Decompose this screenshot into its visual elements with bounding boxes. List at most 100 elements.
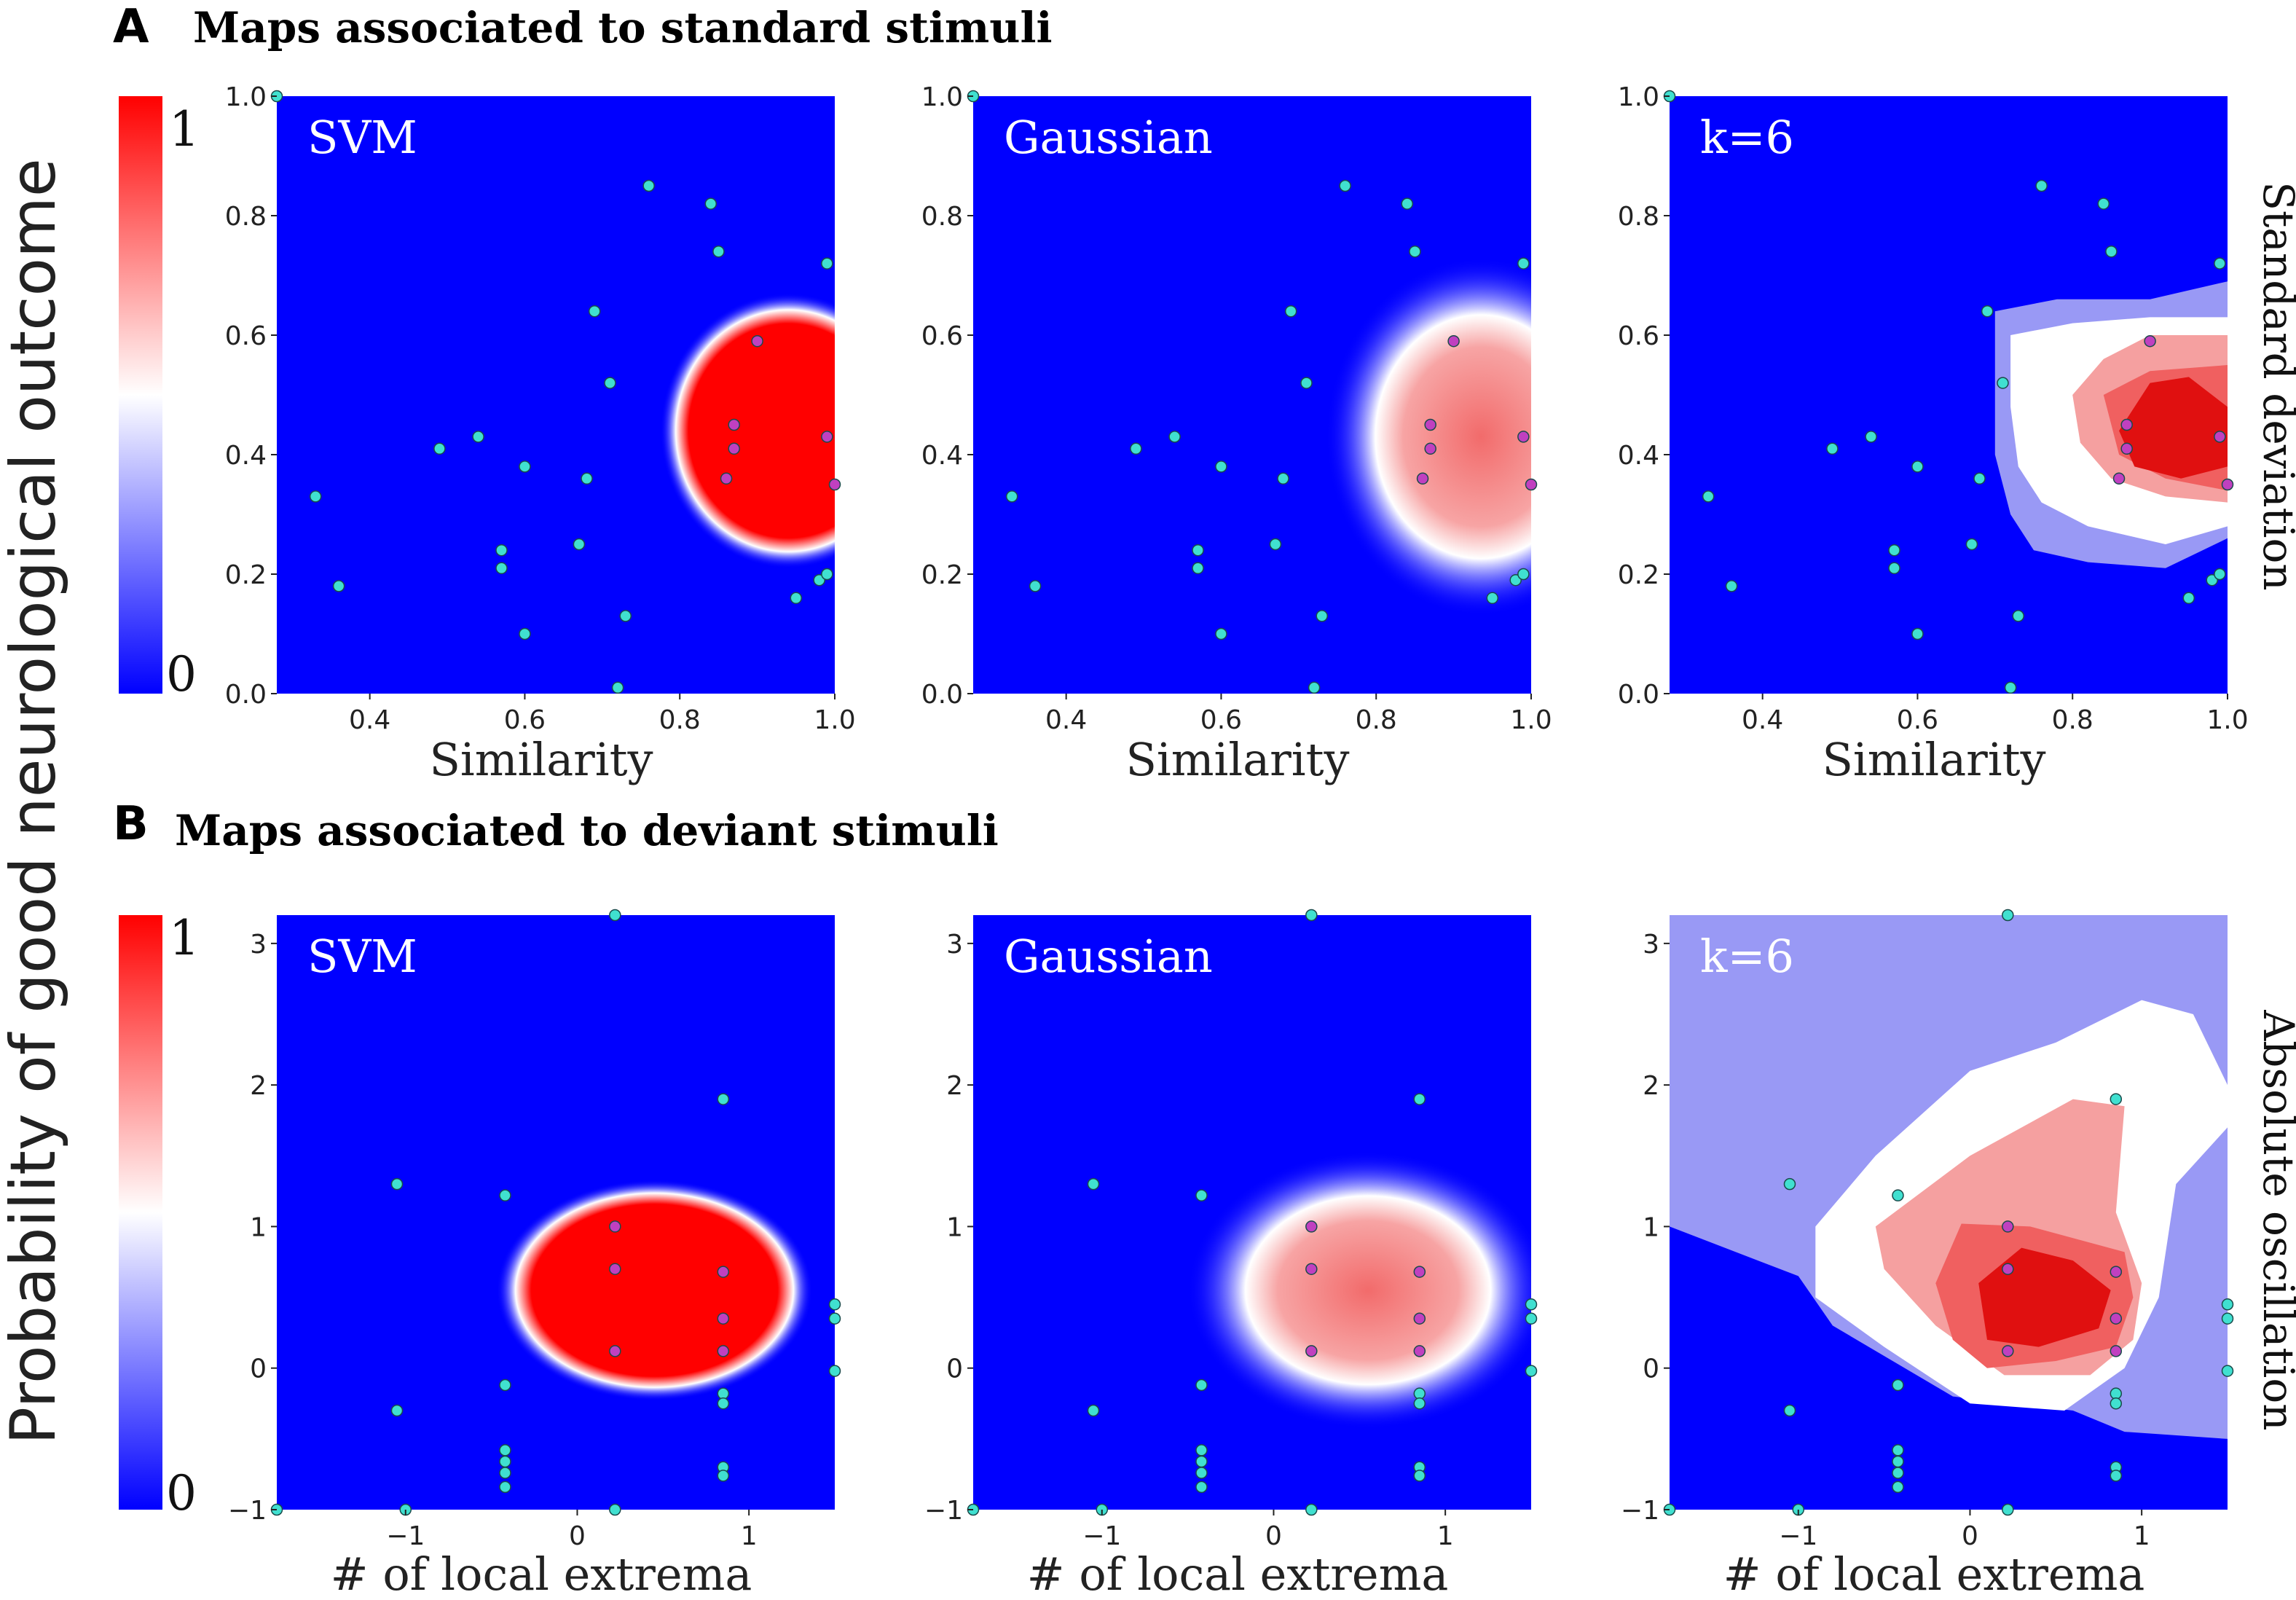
good-outcome-point bbox=[2097, 197, 2110, 210]
good-outcome-point bbox=[1192, 544, 1204, 557]
good-outcome-point bbox=[1087, 1404, 1100, 1417]
poor-outcome-point bbox=[1305, 1345, 1318, 1357]
x-tick-label: 0.4 bbox=[1742, 705, 1783, 735]
poor-outcome-point bbox=[2214, 431, 2226, 443]
gaussian-probability-region bbox=[1187, 1151, 1531, 1430]
good-outcome-point bbox=[1339, 179, 1351, 192]
good-outcome-point bbox=[1486, 592, 1499, 605]
good-outcome-point bbox=[609, 909, 621, 922]
y-tick-label: −1 bbox=[1621, 1496, 1659, 1526]
plot-area bbox=[973, 915, 1531, 1510]
y-tick-label: 2 bbox=[1643, 1071, 1659, 1101]
panel-b2-k6: k=6 −1 0 1 −1 0 1 2 3 # of local extrema bbox=[1621, 909, 2234, 1600]
good-outcome-point bbox=[1911, 627, 1924, 640]
good-outcome-point bbox=[821, 568, 833, 581]
good-outcome-point bbox=[1195, 1455, 1208, 1468]
good-outcome-point bbox=[1725, 580, 1738, 592]
good-outcome-point bbox=[821, 257, 833, 270]
good-outcome-point bbox=[2182, 592, 2195, 605]
poor-outcome-point bbox=[1517, 431, 1530, 443]
y-tick-label: 3 bbox=[1643, 930, 1659, 960]
poor-outcome-point bbox=[609, 1263, 621, 1275]
knn-level-5 bbox=[2119, 377, 2228, 479]
svm-decision-region bbox=[496, 1180, 813, 1401]
y-tick-label: −1 bbox=[228, 1496, 267, 1526]
good-outcome-point bbox=[2221, 1312, 2234, 1325]
x-tick-label: 0.6 bbox=[1200, 705, 1242, 735]
y-tick-label: 0.2 bbox=[225, 560, 267, 590]
good-outcome-point bbox=[1413, 1397, 1426, 1410]
good-outcome-point bbox=[2110, 1387, 2123, 1400]
good-outcome-point bbox=[2002, 909, 2014, 922]
y-tick-label: 1.0 bbox=[225, 82, 267, 112]
good-outcome-point bbox=[1413, 1093, 1426, 1105]
good-outcome-point bbox=[1401, 197, 1414, 210]
y-tick-label: 0.6 bbox=[921, 321, 963, 351]
good-outcome-point bbox=[499, 1444, 511, 1456]
good-outcome-point bbox=[499, 1467, 511, 1479]
good-outcome-point bbox=[828, 1298, 841, 1311]
good-outcome-point bbox=[309, 490, 322, 503]
poor-outcome-point bbox=[1416, 472, 1429, 485]
y-tick-label: 0.0 bbox=[921, 680, 963, 710]
x-tick-label: 1.0 bbox=[1510, 705, 1552, 735]
good-outcome-point bbox=[1892, 1379, 1904, 1392]
poor-outcome-point bbox=[828, 478, 841, 491]
y-tick-label: 1.0 bbox=[1618, 82, 1659, 112]
x-tick-label: 1 bbox=[1437, 1521, 1454, 1551]
y-tick-label: 0 bbox=[250, 1354, 267, 1384]
good-outcome-point bbox=[332, 580, 345, 592]
poor-outcome-point bbox=[2002, 1220, 2014, 1233]
good-outcome-point bbox=[2004, 681, 2017, 694]
y-tick-label: 0.2 bbox=[921, 560, 963, 590]
good-outcome-point bbox=[2110, 1397, 2123, 1410]
x-tick-label: 1.0 bbox=[814, 705, 855, 735]
y-tick-label: 3 bbox=[250, 930, 267, 960]
poor-outcome-point bbox=[2110, 1345, 2123, 1357]
good-outcome-point bbox=[433, 442, 446, 455]
good-outcome-point bbox=[717, 1397, 730, 1410]
good-outcome-point bbox=[495, 544, 508, 557]
good-outcome-point bbox=[1981, 305, 1994, 318]
section-b-letter: B bbox=[113, 797, 149, 851]
row-label-absolute-oscillation: Absolute oscillation bbox=[2254, 1009, 2296, 1430]
x-axis-label: # of local extrema bbox=[1723, 1548, 2145, 1600]
poor-outcome-point bbox=[2112, 472, 2126, 485]
y-tick-label: 2 bbox=[250, 1071, 267, 1101]
x-tick-label: 1 bbox=[741, 1521, 758, 1551]
y-tick-label: 1 bbox=[946, 1212, 963, 1242]
good-outcome-point bbox=[499, 1189, 511, 1201]
good-outcome-point bbox=[2105, 245, 2118, 258]
y-tick-label: 0.4 bbox=[1618, 441, 1659, 471]
panel-a0-svm: SVM 0.4 0.6 0.8 1.0 0.0 0.2 0.4 0.6 0.8 1.0 Similar… bbox=[225, 82, 856, 786]
poor-outcome-point bbox=[1305, 1263, 1318, 1275]
good-outcome-point bbox=[704, 197, 718, 210]
good-outcome-point bbox=[1525, 1298, 1538, 1311]
good-outcome-point bbox=[1517, 257, 1530, 270]
x-axis-label: # of local extrema bbox=[1027, 1548, 1449, 1600]
x-tick-label: 0.6 bbox=[504, 705, 546, 735]
good-outcome-point bbox=[717, 1093, 730, 1105]
good-outcome-point bbox=[619, 610, 632, 622]
good-outcome-point bbox=[717, 1387, 730, 1400]
y-tick-label: 0.8 bbox=[921, 202, 963, 232]
x-tick-label: 0 bbox=[1962, 1521, 1978, 1551]
x-tick-label: 1 bbox=[2134, 1521, 2150, 1551]
plot-area bbox=[1670, 96, 2228, 694]
good-outcome-point bbox=[588, 305, 601, 318]
good-outcome-point bbox=[1305, 1503, 1318, 1516]
poor-outcome-point bbox=[2144, 334, 2156, 348]
poor-outcome-point bbox=[2120, 442, 2133, 455]
good-outcome-point bbox=[1005, 490, 1018, 503]
good-outcome-point bbox=[499, 1455, 511, 1468]
good-outcome-point bbox=[495, 562, 508, 575]
good-outcome-point bbox=[1892, 1444, 1904, 1456]
good-outcome-point bbox=[1308, 681, 1321, 694]
poor-outcome-point bbox=[2110, 1266, 2123, 1278]
section-a-letter: A bbox=[113, 0, 149, 54]
good-outcome-point bbox=[2110, 1470, 2123, 1482]
good-outcome-point bbox=[1284, 305, 1297, 318]
poor-outcome-point bbox=[728, 418, 740, 431]
colorbar-a-min-label: 0 bbox=[166, 646, 197, 702]
